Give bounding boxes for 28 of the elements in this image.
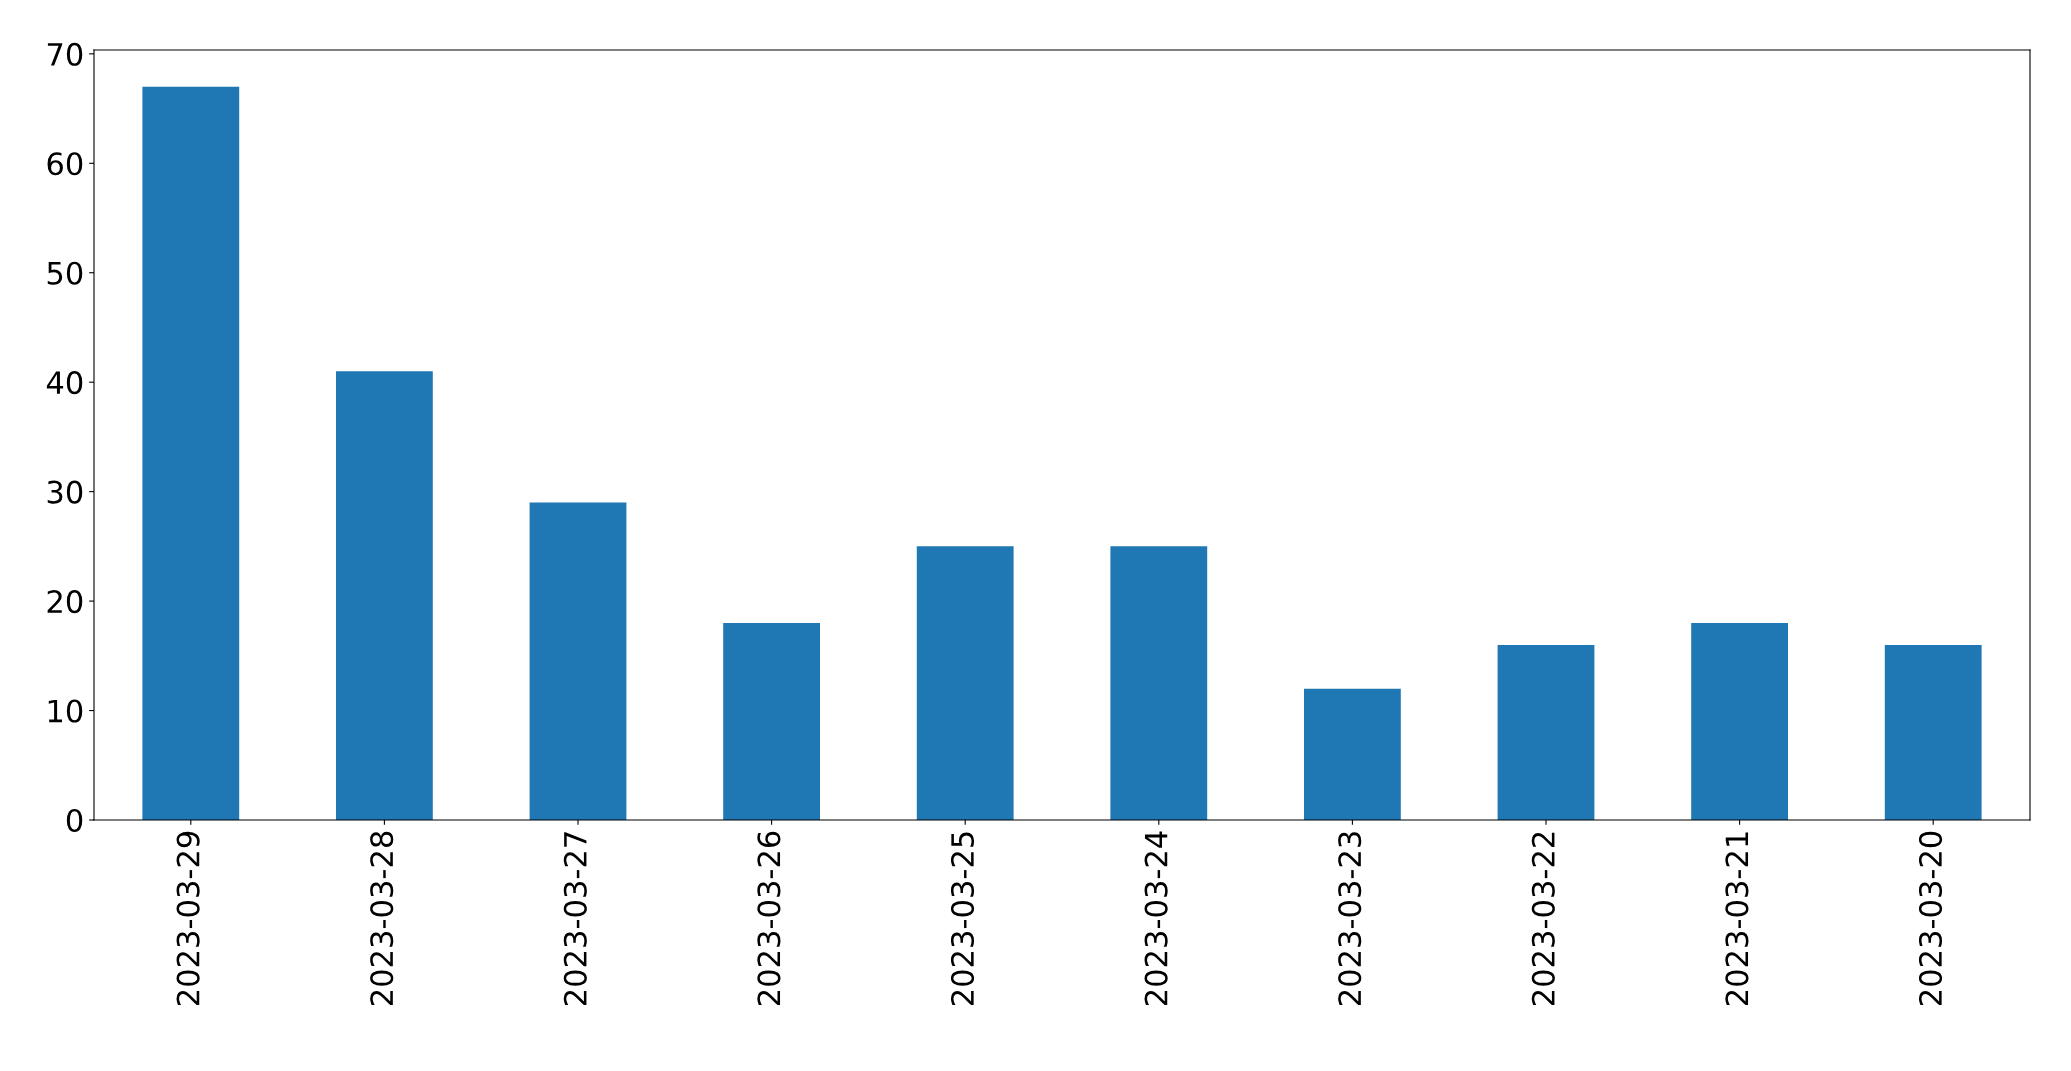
x-tick-label: 2023-03-21 — [1725, 832, 1749, 1006]
y-tick-label: 40 — [46, 371, 83, 395]
bar — [1304, 688, 1401, 820]
x-tick-label: 2023-03-26 — [757, 831, 781, 1006]
x-tick-label: 2023-03-22 — [1531, 832, 1555, 1006]
y-tick-label: 10 — [48, 699, 83, 723]
y-tick-label: 70 — [47, 42, 83, 66]
bar — [723, 622, 820, 820]
y-tick-label: 30 — [47, 480, 83, 504]
bar — [142, 86, 240, 820]
bar — [1691, 622, 1788, 820]
y-tick-label: 60 — [47, 152, 83, 176]
y-tick-label: 0 — [66, 808, 83, 833]
x-tick-label: 2023-03-27 — [563, 832, 587, 1006]
x-tick-label: 2023-03-25 — [950, 832, 975, 1006]
bar — [336, 371, 433, 820]
y-tick-label: 20 — [47, 590, 83, 614]
bar — [1110, 546, 1208, 820]
x-tick-label: 2023-03-29 — [176, 831, 200, 1006]
bar — [916, 546, 1014, 820]
y-tick-label: 50 — [47, 261, 83, 285]
x-tick-label: 2023-03-28 — [370, 831, 394, 1006]
bar — [1497, 644, 1595, 820]
x-tick-label: 2023-03-23 — [1338, 832, 1362, 1006]
bar — [529, 502, 627, 820]
x-tick-label: 2023-03-20 — [1918, 831, 1943, 1006]
bar — [1884, 644, 1982, 820]
x-tick-label: 2023-03-24 — [1144, 831, 1168, 1006]
